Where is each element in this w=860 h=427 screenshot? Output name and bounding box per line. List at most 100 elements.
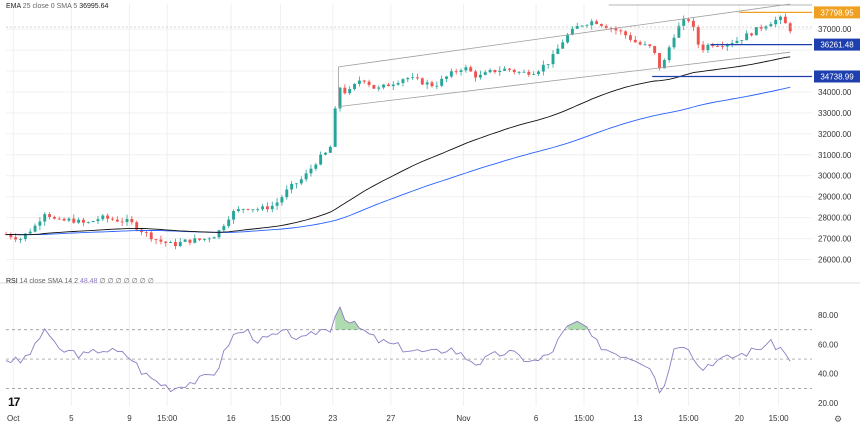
candle-body (212, 237, 216, 239)
candle-body (599, 24, 603, 26)
candle-body (624, 31, 628, 36)
time-tick-label: 15:00 (769, 414, 790, 423)
rsi-legend[interactable]: RSI 14 close SMA 14 2 48.48 ∅ ∅ ∅ ∅ ∅ ∅ … (6, 277, 154, 285)
candle-body (203, 238, 206, 240)
candle-body (222, 226, 226, 231)
logo-text: 17 (8, 395, 20, 409)
candle-body (183, 239, 187, 242)
rsi-tick-label: 60.00 (818, 340, 839, 349)
candle-body (362, 80, 366, 82)
candle-body (251, 209, 255, 211)
candle-body (682, 19, 686, 26)
candle-body (532, 74, 536, 75)
candle-body (527, 71, 531, 75)
axes: 37798.95 36261.48 34738.99 26000.00 27000.00… (7, 6, 860, 423)
candle-body (779, 16, 782, 20)
price-pane (4, 3, 812, 250)
candle-body (198, 238, 202, 240)
candle-body (125, 218, 129, 223)
candle-body (493, 69, 497, 73)
price-tick-label: 33000.00 (818, 109, 852, 118)
candle-body (677, 25, 681, 38)
candle-body (96, 219, 100, 222)
candle-body (82, 219, 85, 223)
candle-body (614, 28, 618, 31)
candle-body (232, 211, 235, 220)
price-tick-label: 26000.00 (818, 256, 852, 265)
candle-body (425, 82, 429, 85)
candle-body (411, 77, 415, 79)
candle-body (406, 78, 410, 80)
candle-body (270, 205, 274, 210)
candle-body (629, 35, 632, 40)
time-tick-label: 15:00 (679, 414, 700, 423)
candle-body (275, 202, 279, 206)
time-tick-label: 15:00 (574, 414, 595, 423)
candle-body (546, 64, 550, 65)
candle-body (386, 84, 390, 87)
rsi-legend-placeholders: ∅ ∅ ∅ ∅ ∅ ∅ ∅ (99, 278, 154, 285)
level-badge (814, 70, 860, 83)
candle-body (691, 20, 695, 27)
time-tick-label: 15:00 (270, 414, 291, 423)
candle-body (759, 27, 763, 29)
candle-body (769, 24, 773, 27)
candle-body (86, 222, 90, 223)
candle-body (720, 46, 724, 47)
time-tick-label: 13 (633, 414, 642, 423)
candle-body (159, 239, 163, 242)
candle-body (135, 222, 139, 230)
grid (0, 4, 860, 406)
candle-body (590, 21, 594, 26)
candle-body (23, 233, 27, 240)
candle-body (430, 82, 434, 87)
candle-body (299, 179, 303, 184)
candle-body (130, 218, 134, 223)
candle-body (43, 214, 47, 222)
candle-body (764, 26, 768, 29)
candle-body (580, 25, 584, 27)
candle-body (72, 218, 76, 223)
candle-body (619, 30, 623, 32)
candle-body (633, 39, 637, 43)
candle-body (658, 52, 661, 69)
price-tick-label: 37000.00 (818, 25, 852, 34)
price-tick-label: 29000.00 (818, 193, 852, 202)
candle-body (609, 28, 613, 29)
candle-body (696, 26, 700, 45)
candle-body (193, 238, 197, 243)
rsi-tick-label: 20.00 (818, 399, 839, 408)
candle-body (38, 221, 42, 226)
candle-body (57, 218, 61, 220)
main-legend-value: 36995.64 (79, 3, 109, 10)
candle-body (498, 70, 502, 73)
time-tick-label: 9 (127, 414, 132, 423)
candle-body (101, 215, 105, 220)
candle-body (67, 218, 71, 221)
candle-body (638, 42, 642, 45)
price-tick-label: 27000.00 (818, 235, 852, 244)
tradingview-logo[interactable]: 17 (8, 395, 20, 409)
candle-body (570, 28, 574, 35)
candle-body (469, 67, 473, 72)
candle-body (662, 60, 666, 69)
candle-body (507, 68, 511, 70)
price-tick-label: 34000.00 (818, 88, 852, 97)
price-tick-label: 28000.00 (818, 214, 852, 223)
main-legend[interactable]: EMA 25 close 0 SMA 5 36995.64 (6, 3, 108, 10)
candle-body (396, 83, 400, 85)
channel-upper-line (338, 3, 791, 68)
ema-line (5, 56, 791, 236)
gear-icon[interactable]: ⚙ (834, 414, 843, 424)
candle-body (643, 44, 647, 46)
candle-body (164, 241, 168, 243)
candle-body (377, 87, 381, 89)
candle-body (324, 152, 327, 155)
candle-body (333, 108, 337, 147)
candle-body (154, 239, 158, 240)
candle-body (474, 71, 478, 78)
candle-body (551, 54, 555, 65)
candle-body (115, 219, 119, 222)
candle-body (701, 44, 705, 51)
